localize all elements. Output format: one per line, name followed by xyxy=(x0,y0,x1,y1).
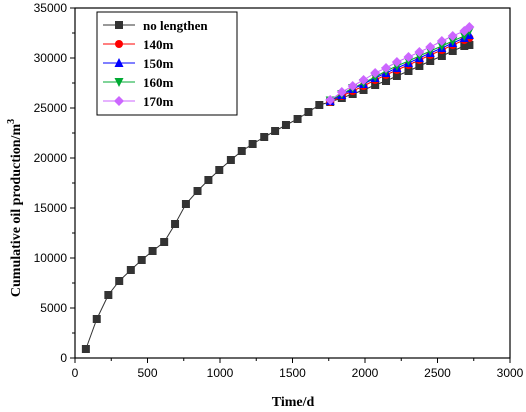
y-axis-title-sup: 3 xyxy=(6,119,17,124)
legend-marker xyxy=(115,21,123,29)
y-tick-label: 0 xyxy=(60,351,67,365)
legend-item: 170m xyxy=(103,94,174,109)
data-point xyxy=(92,315,101,323)
data-point xyxy=(464,22,475,32)
y-tick-label: 35000 xyxy=(34,1,68,15)
data-point xyxy=(115,277,124,285)
y-tick-label: 15000 xyxy=(34,201,68,215)
data-point xyxy=(403,52,414,62)
data-point xyxy=(436,36,447,46)
data-point xyxy=(404,67,413,75)
data-point xyxy=(447,31,458,41)
x-tick-label: 3000 xyxy=(497,366,524,380)
data-point xyxy=(392,72,401,80)
data-point xyxy=(370,68,381,78)
data-point xyxy=(415,62,424,70)
data-point xyxy=(448,37,458,46)
data-point xyxy=(460,42,469,50)
x-tick-label: 2000 xyxy=(352,366,379,380)
legend-label: no lengthen xyxy=(143,18,208,33)
data-point xyxy=(260,133,269,141)
data-point xyxy=(391,57,402,67)
data-point xyxy=(426,57,435,65)
legend-marker xyxy=(114,96,124,106)
data-point xyxy=(382,77,391,85)
y-tick-label: 25000 xyxy=(34,101,68,115)
data-point xyxy=(181,200,190,208)
y-axis-title-main: Cumulative oil production/m xyxy=(9,124,24,298)
y-tick-label: 10000 xyxy=(34,251,68,265)
series-4 xyxy=(325,22,475,105)
data-point xyxy=(347,81,358,91)
data-point xyxy=(371,81,380,89)
data-point xyxy=(459,32,469,41)
legend-item: 140m xyxy=(103,37,174,52)
x-tick-label: 0 xyxy=(72,366,79,380)
legend: no lengthen 140m 150m 160m 170m xyxy=(96,11,238,116)
data-point xyxy=(336,87,347,97)
data-point xyxy=(237,147,246,155)
data-point xyxy=(126,266,135,274)
data-point xyxy=(160,238,169,246)
data-point xyxy=(204,176,213,184)
data-point xyxy=(248,140,257,148)
x-tick-label: 1500 xyxy=(279,366,306,380)
y-tick-label: 20000 xyxy=(34,151,68,165)
legend-item: 160m xyxy=(103,75,174,90)
data-point xyxy=(104,291,113,299)
data-point xyxy=(271,127,280,135)
data-point xyxy=(315,101,324,109)
x-tick-label: 2500 xyxy=(424,366,451,380)
data-point xyxy=(215,166,224,174)
data-point xyxy=(81,345,90,353)
series-layer xyxy=(81,22,475,353)
legend-item: no lengthen xyxy=(103,18,208,33)
x-tick-label: 1000 xyxy=(207,366,234,380)
data-point xyxy=(148,247,157,255)
legend-marker xyxy=(114,78,124,87)
legend-label: 150m xyxy=(143,56,174,71)
legend-label: 170m xyxy=(143,94,174,109)
y-tick-label: 30000 xyxy=(34,51,68,65)
y-tick-label: 5000 xyxy=(40,301,67,315)
data-point xyxy=(325,95,336,105)
data-point xyxy=(465,41,474,49)
legend-marker xyxy=(114,58,124,67)
data-point xyxy=(137,256,146,264)
axis-ticks: 0 500 1000 1500 2000 2500 30000500010000150002… xyxy=(34,1,524,380)
data-point xyxy=(304,108,313,116)
legend-item: 150m xyxy=(103,56,174,71)
data-point xyxy=(381,63,392,73)
data-point xyxy=(437,52,446,60)
x-tick-label: 500 xyxy=(137,366,157,380)
y-axis-title: Cumulative oil production/m3 xyxy=(6,119,24,297)
data-point xyxy=(448,47,457,55)
data-point xyxy=(193,187,202,195)
legend-label: 160m xyxy=(143,75,174,90)
data-point xyxy=(414,47,425,57)
data-point xyxy=(293,115,302,123)
data-point xyxy=(437,42,447,51)
data-point xyxy=(425,42,436,52)
data-point xyxy=(171,220,180,228)
legend-marker xyxy=(115,40,123,48)
data-point xyxy=(358,75,369,85)
data-point xyxy=(226,156,235,164)
x-axis-title: Time/d xyxy=(272,395,315,410)
data-point xyxy=(281,121,290,129)
legend-label: 140m xyxy=(143,37,174,52)
